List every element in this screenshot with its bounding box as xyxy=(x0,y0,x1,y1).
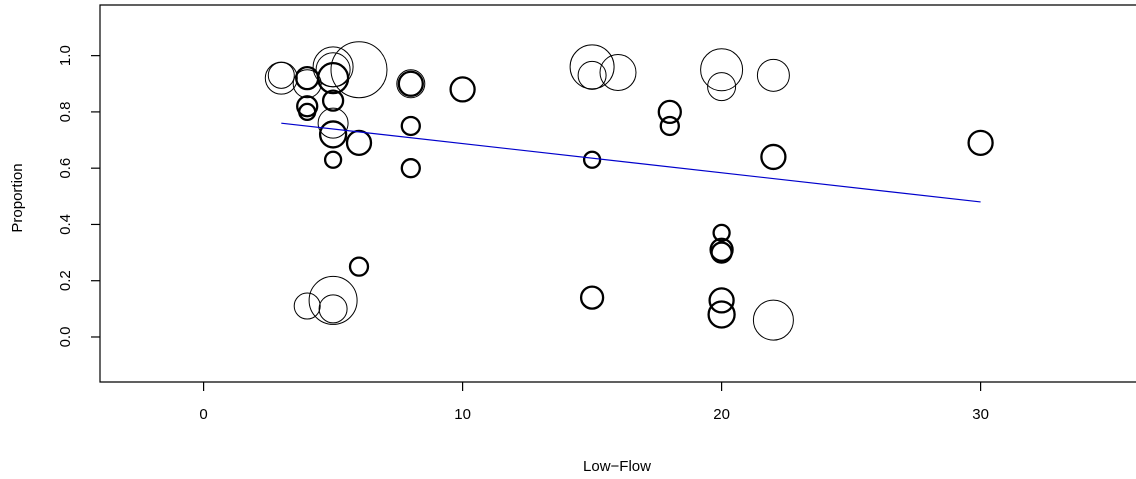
fit-line-group xyxy=(281,122,981,203)
data-point xyxy=(397,70,424,97)
plot-frame xyxy=(99,4,1136,383)
data-point xyxy=(292,69,322,99)
x-axis: 0 10 20 30 xyxy=(199,382,989,423)
data-point xyxy=(318,294,348,324)
data-point xyxy=(710,241,733,264)
data-point xyxy=(330,41,388,99)
data-point xyxy=(296,95,319,118)
data-point xyxy=(264,61,298,95)
data-point xyxy=(345,129,373,157)
data-point xyxy=(400,158,421,179)
data-point xyxy=(707,72,737,102)
data-point xyxy=(707,300,736,329)
x-tick-label: 30 xyxy=(972,406,989,423)
fit-line xyxy=(281,122,981,203)
data-point xyxy=(712,223,731,243)
data-point xyxy=(569,44,615,90)
data-point xyxy=(267,61,295,89)
x-axis-title: Low−Flow xyxy=(583,458,651,475)
y-tick-label: 0.6 xyxy=(57,158,74,179)
data-point xyxy=(323,150,343,169)
y-tick-label: 0.0 xyxy=(57,327,74,348)
data-point xyxy=(708,287,735,314)
data-point xyxy=(316,61,350,95)
data-point xyxy=(308,275,358,325)
data-point xyxy=(659,115,680,137)
data-point xyxy=(967,129,994,157)
data-point xyxy=(295,65,320,91)
y-tick-label: 0.2 xyxy=(57,270,74,291)
y-tick-label: 0.4 xyxy=(57,214,74,235)
data-point xyxy=(317,107,349,139)
y-axis-title: Proportion xyxy=(9,163,26,232)
data-points xyxy=(264,41,994,341)
data-point xyxy=(657,99,682,125)
data-point xyxy=(752,299,794,341)
x-tick-label: 20 xyxy=(713,406,730,423)
data-point xyxy=(449,76,476,103)
data-point xyxy=(396,69,426,99)
data-point xyxy=(582,150,602,169)
data-point xyxy=(348,256,370,277)
data-point xyxy=(298,102,317,122)
data-point xyxy=(315,52,351,88)
data-point xyxy=(756,58,790,92)
data-point xyxy=(579,285,605,310)
plot-border xyxy=(99,4,1136,383)
data-point xyxy=(577,60,607,90)
x-tick-label: 0 xyxy=(199,406,207,423)
y-axis: 0.0 0.2 0.4 0.6 0.8 1.0 xyxy=(57,45,100,347)
data-point xyxy=(760,143,787,171)
data-point xyxy=(318,120,348,149)
data-point xyxy=(709,237,734,262)
data-point xyxy=(400,115,421,137)
data-point xyxy=(321,89,345,112)
data-point xyxy=(599,54,637,92)
y-tick-label: 0.8 xyxy=(57,101,74,122)
data-point xyxy=(293,292,321,320)
y-tick-label: 1.0 xyxy=(57,45,74,66)
x-tick-label: 10 xyxy=(454,406,471,423)
data-point xyxy=(700,48,744,92)
